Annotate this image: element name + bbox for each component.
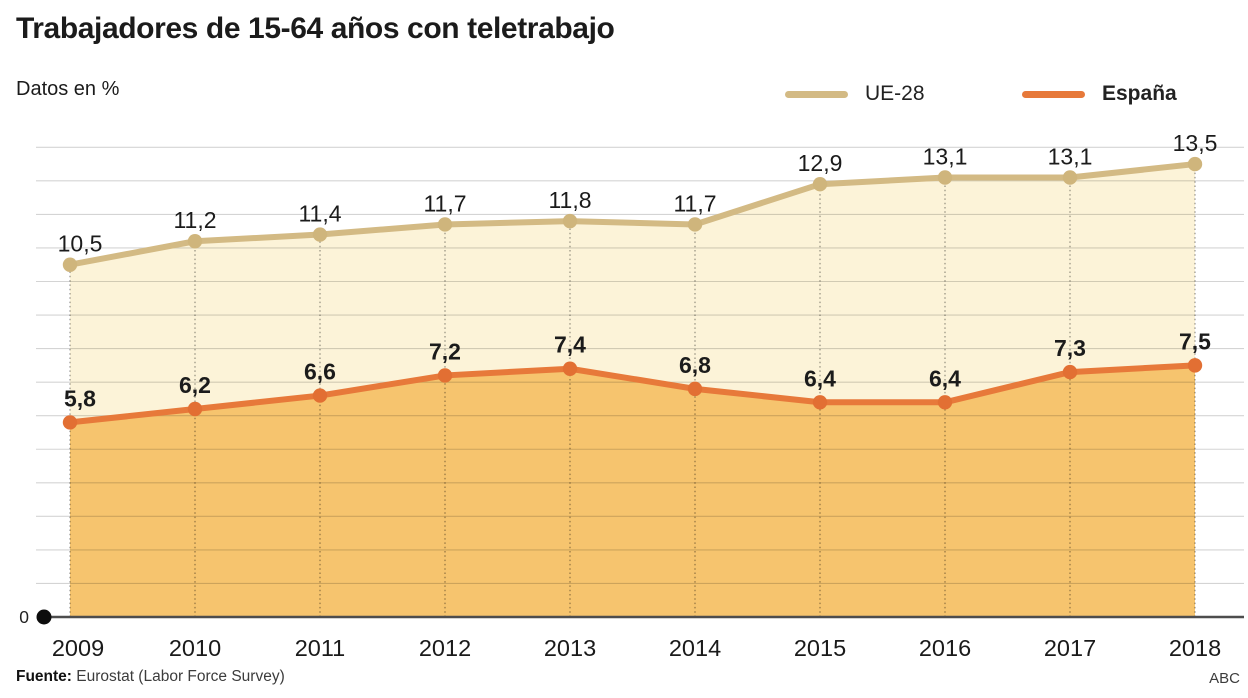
- espaa-point-2016: [937, 395, 953, 410]
- x-axis-label-2018: 2018: [1169, 635, 1221, 661]
- ue28-point-2017: [1062, 170, 1078, 185]
- ue28-line: [67, 161, 1198, 268]
- ue28-point-2014: [687, 217, 703, 232]
- legend-label-espana: España: [1102, 82, 1177, 105]
- ue28-point-2012: [437, 217, 453, 232]
- ue28-value-label-2013: 11,8: [548, 187, 591, 213]
- espaa-point-2009: [62, 415, 78, 430]
- legend-label-ue28: UE-28: [865, 82, 925, 105]
- page-title: Trabajadores de 15-64 años con teletraba…: [16, 12, 615, 45]
- chart-subtitle: Datos en %: [16, 78, 120, 100]
- espana-line-swatch-icon: [1022, 90, 1085, 98]
- axis-origin-dot-icon: [36, 609, 52, 625]
- ue28-point-2018: [1187, 156, 1203, 172]
- ue28-point-2010: [187, 234, 203, 249]
- espaa-value-label-2010: 6,2: [179, 372, 211, 398]
- espaa-point-2014: [687, 381, 703, 397]
- ue28-point-2011: [312, 227, 328, 242]
- espaa-point-2017: [1062, 364, 1078, 380]
- x-axis-label-2016: 2016: [919, 635, 971, 661]
- x-axis-label-2015: 2015: [794, 635, 846, 661]
- legend-item-ue28: UE-28: [785, 81, 925, 107]
- ue28-value-label-2017: 13,1: [1048, 143, 1093, 169]
- espaa-value-label-2017: 7,3: [1054, 335, 1086, 361]
- x-axis-label-2017: 2017: [1044, 635, 1096, 661]
- espaa-point-2015: [812, 395, 828, 410]
- source-text: Eurostat (Labor Force Survey): [71, 668, 285, 685]
- ue28-value-label-2011: 11,4: [298, 201, 341, 227]
- espaa-value-label-2014: 6,8: [679, 352, 711, 378]
- ue28-value-label-2015: 12,9: [798, 150, 843, 176]
- espaa-point-2018: [1187, 358, 1203, 373]
- espaa-point-2013: [562, 361, 578, 376]
- source-label: Fuente:: [16, 668, 72, 685]
- ue28-value-label-2012: 11,7: [423, 190, 466, 216]
- ue28-point-2009: [62, 257, 78, 272]
- x-axis-label-2012: 2012: [419, 635, 471, 661]
- espaa-point-2012: [437, 368, 453, 383]
- ue28-value-label-2014: 11,7: [673, 190, 716, 216]
- espaa-value-label-2012: 7,2: [429, 338, 461, 364]
- espaa-value-label-2009: 5,8: [64, 385, 96, 411]
- credit-label: ABC: [1209, 670, 1240, 687]
- ue28-value-label-2016: 13,1: [923, 143, 968, 169]
- legend: UE-28 España: [0, 81, 1248, 107]
- ue28-value-label-2009: 10,5: [58, 231, 103, 257]
- ue28-point-2013: [562, 213, 578, 229]
- x-axis-label-2014: 2014: [669, 635, 721, 661]
- espaa-value-label-2015: 6,4: [804, 365, 836, 391]
- ue28-point-2015: [812, 177, 828, 192]
- x-axis-label-2010: 2010: [169, 635, 221, 661]
- espaa-value-label-2016: 6,4: [929, 365, 961, 391]
- area-fill-espaa: [70, 365, 1195, 617]
- espaa-value-label-2011: 6,6: [304, 359, 336, 385]
- ue28-point-2016: [937, 170, 953, 185]
- espaa-point-2010: [187, 401, 203, 417]
- x-axis-label-2013: 2013: [544, 635, 596, 661]
- legend-item-espana: España: [1022, 81, 1177, 107]
- y-axis-zero-label: 0: [19, 607, 29, 627]
- espaa-line: [67, 362, 1198, 426]
- ue28-line-swatch-icon: [785, 90, 848, 98]
- espaa-point-2011: [312, 388, 328, 403]
- ue28-value-label-2018: 13,5: [1173, 130, 1218, 156]
- espaa-value-label-2018: 7,5: [1179, 328, 1211, 354]
- espaa-value-label-2013: 7,4: [554, 332, 586, 358]
- source-note: Fuente: Eurostat (Labor Force Survey): [16, 668, 285, 686]
- ue28-value-label-2010: 11,2: [173, 207, 216, 233]
- x-axis-label-2011: 2011: [295, 635, 346, 661]
- x-axis-label-2009: 2009: [52, 635, 104, 661]
